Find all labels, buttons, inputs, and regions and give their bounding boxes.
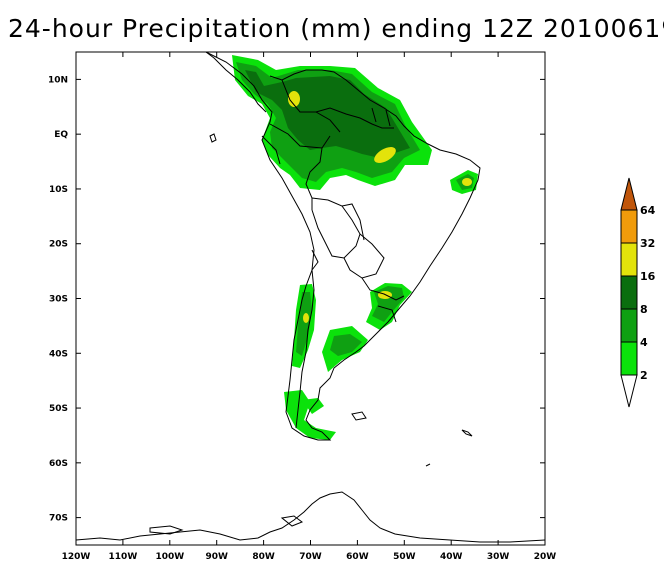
precip-core-amazon bbox=[374, 147, 396, 163]
x-tick-label: 40W bbox=[440, 552, 463, 562]
border-paraguay bbox=[343, 233, 385, 279]
border-argentina-chile bbox=[295, 269, 315, 429]
y-tick-label: 20S bbox=[49, 240, 68, 250]
colorbar-label: 32 bbox=[640, 237, 655, 250]
border-peru-chile bbox=[311, 249, 319, 271]
y-tick-label: 70S bbox=[49, 514, 68, 524]
colorbar-under-triangle bbox=[620, 374, 638, 408]
border-peru-brazil bbox=[305, 147, 323, 210]
galapagos-islands bbox=[209, 133, 217, 143]
border-brazil-bolivia-east bbox=[341, 203, 365, 241]
y-tick-label: 60S bbox=[49, 459, 68, 469]
colorbar-label: 4 bbox=[640, 336, 648, 349]
border-colombia-peru bbox=[269, 123, 331, 149]
colorbar-segment bbox=[620, 275, 638, 310]
y-tick-label: 30S bbox=[49, 295, 68, 305]
x-tick-label: 120W bbox=[62, 552, 91, 562]
south-georgia bbox=[461, 429, 473, 437]
x-tick-label: 60W bbox=[346, 552, 369, 562]
border-bolivia bbox=[311, 197, 361, 259]
map-title: 24-hour Precipitation (mm) ending 12Z 20… bbox=[8, 14, 664, 43]
border-argentina-brazil bbox=[361, 277, 405, 301]
y-tick-label: EQ bbox=[54, 130, 68, 140]
precip-area-argentina-medium bbox=[330, 334, 362, 356]
x-tick-label: 110W bbox=[109, 552, 138, 562]
coastlines bbox=[75, 51, 546, 543]
colorbar-segment bbox=[620, 209, 638, 244]
colorbar-label: 64 bbox=[640, 204, 656, 217]
border-guianas bbox=[371, 107, 391, 127]
border-colombia-venezuela bbox=[281, 79, 341, 133]
border-uruguay bbox=[377, 305, 397, 323]
colorbar-segment bbox=[620, 308, 638, 343]
x-tick-label: 90W bbox=[205, 552, 228, 562]
precip-area-chile-medium bbox=[296, 292, 312, 356]
central-america-coastline bbox=[205, 51, 267, 113]
precip-core-ne-brazil bbox=[462, 178, 472, 186]
y-tick-label: 10S bbox=[49, 185, 68, 195]
colorbar-segment bbox=[620, 242, 638, 277]
colorbar-over-triangle bbox=[620, 177, 638, 211]
precip-core-chile bbox=[303, 313, 309, 323]
y-axis: 10N EQ 10S 20S 30S 40S 50S 60S 70S bbox=[48, 75, 545, 524]
falkland-islands bbox=[351, 411, 367, 421]
y-tick-label: 10N bbox=[48, 75, 68, 85]
border-ecuador bbox=[261, 135, 281, 165]
x-tick-label: 80W bbox=[252, 552, 275, 562]
x-tick-label: 20W bbox=[534, 552, 557, 562]
colorbar: 2 4 8 16 32 64 bbox=[620, 177, 656, 408]
antarctica-coastline bbox=[75, 491, 546, 543]
x-tick-label: 70W bbox=[299, 552, 322, 562]
colorbar-segment bbox=[620, 341, 638, 376]
border-venezuela-brazil bbox=[315, 107, 394, 129]
south-sandwich bbox=[425, 463, 431, 467]
precip-area-patagonia bbox=[284, 390, 336, 440]
antarctic-islands bbox=[149, 515, 304, 535]
colorbar-label: 16 bbox=[640, 270, 656, 283]
south-america-coastline bbox=[205, 51, 481, 441]
y-tick-label: 50S bbox=[49, 404, 68, 414]
precip-area-north-heavy-2 bbox=[300, 96, 360, 140]
colorbar-label: 2 bbox=[640, 369, 648, 382]
x-tick-label: 100W bbox=[155, 552, 184, 562]
precip-core-colombia bbox=[288, 91, 300, 107]
colorbar-label: 8 bbox=[640, 303, 648, 316]
x-axis: 120W 110W 100W 90W 80W 70W 60W 50W 40W 30W 20W bbox=[62, 52, 557, 562]
x-tick-label: 50W bbox=[393, 552, 416, 562]
x-tick-label: 30W bbox=[487, 552, 510, 562]
y-tick-label: 40S bbox=[49, 349, 68, 359]
